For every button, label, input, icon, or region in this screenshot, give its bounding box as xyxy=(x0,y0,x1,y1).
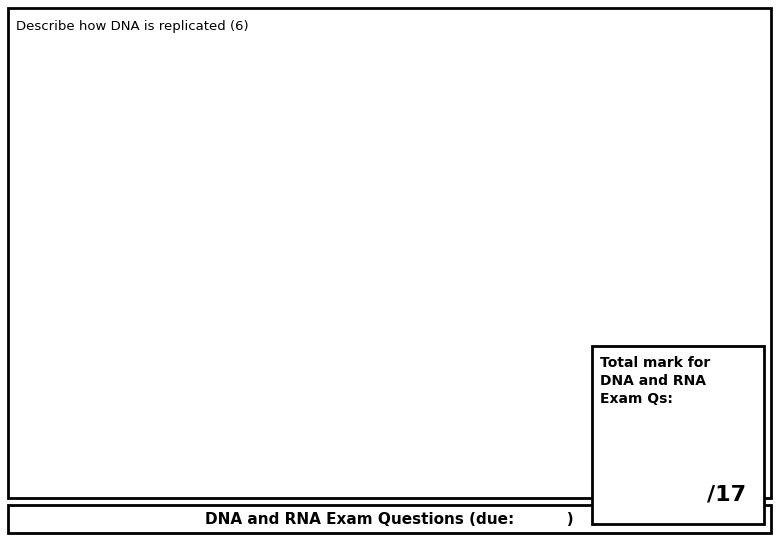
Text: /17: /17 xyxy=(707,484,746,504)
Bar xyxy=(592,346,764,524)
Text: Describe how DNA is replicated (6): Describe how DNA is replicated (6) xyxy=(16,20,249,33)
Text: DNA and RNA: DNA and RNA xyxy=(600,374,706,388)
Bar xyxy=(8,505,771,533)
Text: Exam Qs:: Exam Qs: xyxy=(600,392,673,406)
Text: DNA and RNA Exam Questions (due:          ): DNA and RNA Exam Questions (due: ) xyxy=(205,511,574,526)
Text: Total mark for: Total mark for xyxy=(600,356,711,370)
